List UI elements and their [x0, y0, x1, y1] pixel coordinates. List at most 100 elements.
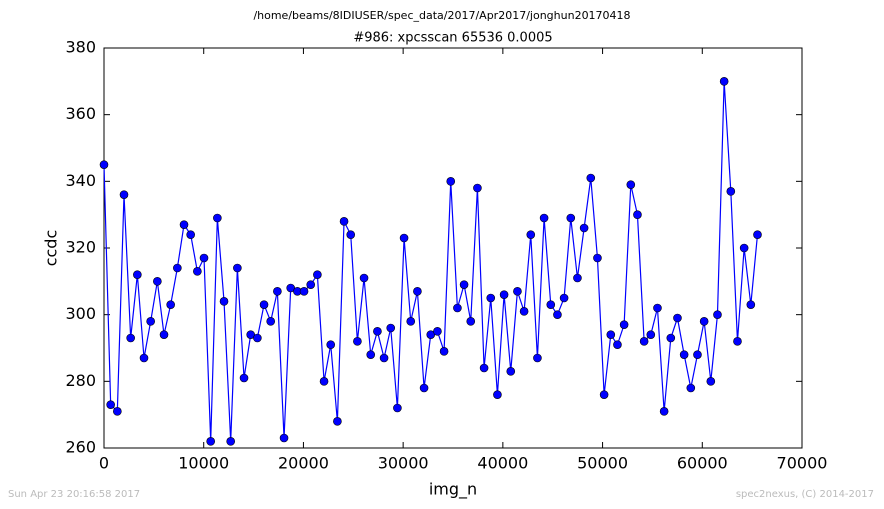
data-point [319, 377, 329, 386]
data-point [639, 337, 649, 346]
y-tick-label: 360 [65, 104, 96, 123]
data-point [693, 350, 702, 359]
data-point [673, 313, 682, 323]
data-point [179, 220, 189, 229]
x-tick-label: 20000 [278, 454, 329, 473]
data-point [359, 273, 369, 283]
data-point [106, 400, 115, 409]
data-point [659, 407, 669, 416]
data-point [126, 333, 135, 343]
y-tick-label: 280 [65, 371, 96, 390]
data-point [539, 213, 549, 223]
data-point [493, 390, 502, 399]
y-tick-label: 340 [65, 171, 96, 190]
data-point [619, 320, 629, 329]
x-axis-label: img_n [429, 480, 477, 500]
data-point [379, 353, 389, 363]
data-point [586, 173, 596, 183]
data-point [533, 353, 542, 363]
data-point [113, 407, 122, 416]
data-point [499, 290, 509, 299]
data-point [439, 347, 449, 356]
data-point [633, 210, 642, 219]
y-axis-label: ccdc [42, 230, 61, 267]
data-point [339, 217, 349, 226]
data-point [193, 267, 202, 276]
data-point [446, 177, 456, 186]
data-point [239, 373, 249, 383]
data-point [313, 270, 322, 279]
data-point [166, 300, 175, 309]
y-tick-label: 260 [65, 438, 96, 457]
data-point [466, 317, 476, 326]
data-point [119, 190, 129, 199]
data-point [306, 280, 316, 289]
data-point [273, 287, 282, 296]
data-point [679, 350, 689, 359]
data-point [206, 437, 215, 446]
data-point [513, 287, 522, 296]
data-point [386, 323, 396, 333]
data-point [559, 293, 569, 303]
data-point [546, 300, 556, 309]
data-point [326, 340, 336, 349]
data-point [253, 333, 262, 343]
data-point [593, 253, 602, 263]
data-point [746, 300, 756, 309]
chart-title: #986: xpcsscan 65536 0.0005 [353, 31, 552, 46]
data-point [399, 233, 409, 243]
data-point [646, 330, 656, 339]
data-point [233, 263, 242, 273]
y-tick-label: 300 [65, 304, 96, 323]
data-point [739, 243, 749, 253]
data-point [706, 377, 716, 386]
suptitle: /home/beams/8IDIUSER/spec_data/2017/Apr2… [253, 9, 630, 22]
x-tick-label: 40000 [477, 454, 528, 473]
data-point [666, 333, 676, 343]
data-point [366, 350, 376, 359]
data-point [599, 390, 609, 399]
data-point [226, 437, 235, 446]
data-point [353, 337, 362, 346]
data-point [133, 270, 142, 279]
data-point [479, 363, 489, 373]
footer-left: Sun Apr 23 20:16:58 2017 [8, 489, 140, 500]
data-point [506, 367, 516, 376]
data-point [526, 230, 536, 239]
data-point [393, 403, 402, 413]
data-point [153, 277, 162, 286]
data-point [473, 183, 482, 193]
data-point [219, 297, 229, 306]
data-point [266, 317, 276, 326]
data-point [573, 273, 582, 283]
data-point [186, 230, 195, 239]
data-point [686, 383, 696, 393]
footer-right: spec2nexus, (C) 2014-2017 [736, 489, 874, 500]
data-point [579, 223, 589, 233]
x-tick-label: 30000 [378, 454, 429, 473]
data-point [299, 287, 309, 296]
data-point [413, 287, 422, 296]
data-point [719, 77, 729, 86]
x-tick-label: 0 [99, 454, 109, 473]
data-point [159, 330, 169, 339]
x-tick-label: 10000 [178, 454, 229, 473]
data-point [259, 300, 269, 309]
data-point [626, 180, 636, 189]
data-point [699, 317, 709, 326]
data-point [213, 213, 222, 223]
data-point [733, 337, 742, 346]
data-point [453, 303, 462, 313]
x-tick-label: 50000 [577, 454, 628, 473]
data-point [433, 327, 442, 336]
data-point [653, 303, 662, 313]
data-point [139, 353, 149, 363]
data-point [606, 330, 616, 339]
x-tick-label: 60000 [677, 454, 728, 473]
data-point [373, 327, 382, 336]
data-point [419, 383, 429, 393]
data-point [333, 417, 342, 426]
data-point [753, 230, 762, 239]
y-tick-label: 320 [65, 238, 96, 257]
